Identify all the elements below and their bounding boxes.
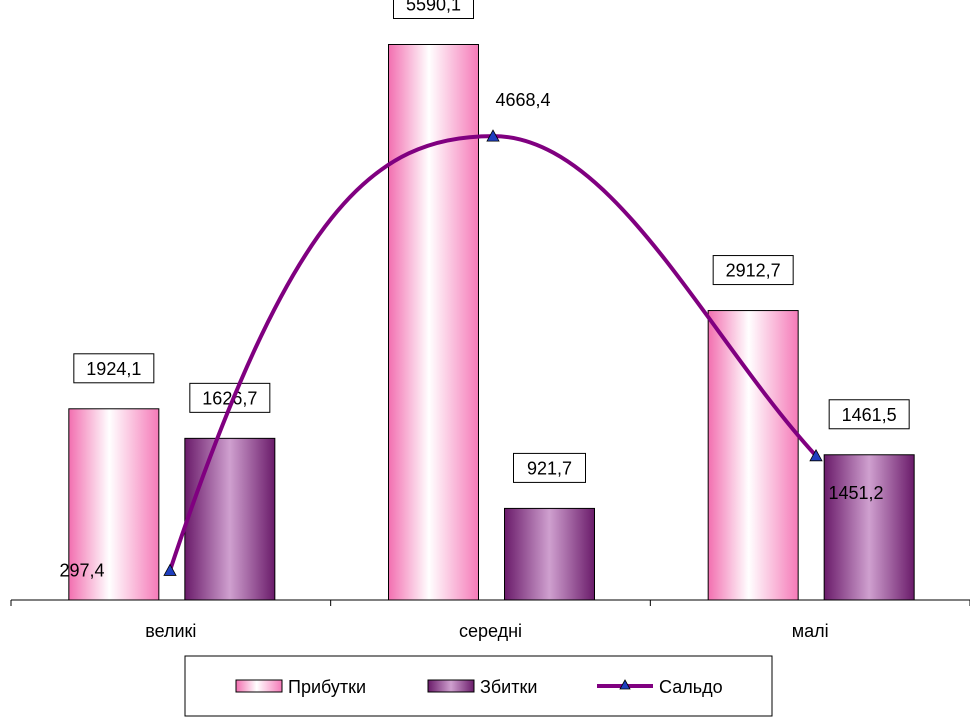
bar-losses-1 [504,507,595,601]
x-tick-label-0: великі [145,621,196,641]
data-label-balance-1: 4668,4 [495,90,550,110]
data-label-profits-1-box [393,0,474,19]
marker-balance-0 [163,563,177,576]
legend-box [184,655,773,717]
marker-balance-2 [809,448,823,462]
legend-label-balance: Сальдо [659,677,723,697]
data-label-losses-2: 1461,5 [842,405,897,425]
legend-swatch-losses [427,679,475,693]
legend-swatch-profits [235,679,283,693]
legend-marker-balance [619,679,631,690]
data-label-profits-2: 2912,7 [726,261,781,281]
data-label-balance-2: 1451,2 [828,483,883,503]
data-label-losses-2-box [828,399,910,430]
bar-profits-1 [388,44,479,601]
data-label-profits-0: 1924,1 [86,359,141,379]
data-label-balance-0: 297,4 [59,560,104,580]
bar-losses-2 [823,454,915,601]
bar-losses-0 [184,437,276,601]
legend-label-profits: Прибутки [288,677,366,697]
bar-profits-2 [707,310,799,601]
data-label-losses-1-box [513,452,586,483]
legend: Прибутки Збитки Сальдо [184,655,773,717]
data-label-losses-0: 1626,7 [202,388,257,408]
data-label-profits-2-box [712,255,794,286]
data-label-profits-0-box [73,353,155,384]
plot-area: великі середні малі 1924,1 1626,7 5590,1 921,7… [10,0,970,641]
bar-profits-0 [68,408,160,601]
x-tick-label-2: малі [792,621,829,641]
data-label-profits-1: 5590,1 [406,0,461,15]
data-label-losses-1: 921,7 [527,458,572,478]
legend-label-losses: Збитки [480,677,537,697]
marker-balance-1 [486,129,500,142]
x-tick-label-1: середні [459,621,522,641]
